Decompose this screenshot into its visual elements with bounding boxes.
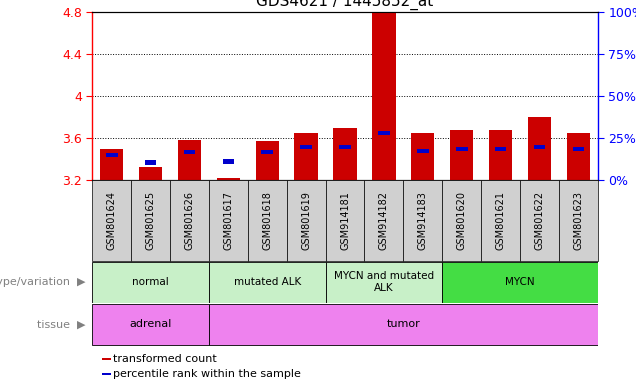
Text: GSM801620: GSM801620: [457, 191, 467, 250]
Text: genotype/variation  ▶: genotype/variation ▶: [0, 277, 86, 287]
Bar: [456, 147, 467, 151]
Bar: [294, 133, 318, 180]
Bar: [102, 373, 111, 375]
FancyBboxPatch shape: [131, 180, 170, 261]
Bar: [102, 358, 111, 360]
Bar: [372, 12, 396, 180]
Bar: [417, 149, 429, 153]
Bar: [217, 178, 240, 180]
Bar: [528, 117, 551, 180]
FancyBboxPatch shape: [287, 180, 326, 261]
Bar: [333, 127, 357, 180]
Text: GSM801619: GSM801619: [301, 191, 311, 250]
FancyBboxPatch shape: [520, 180, 559, 261]
Bar: [139, 167, 162, 180]
Text: GSM914181: GSM914181: [340, 191, 350, 250]
Text: GSM801624: GSM801624: [107, 191, 116, 250]
FancyBboxPatch shape: [209, 180, 248, 261]
Bar: [300, 144, 312, 149]
FancyBboxPatch shape: [442, 262, 598, 303]
Bar: [178, 140, 201, 180]
FancyBboxPatch shape: [442, 180, 481, 261]
FancyBboxPatch shape: [559, 180, 598, 261]
FancyBboxPatch shape: [92, 180, 131, 261]
Bar: [534, 144, 545, 149]
Bar: [489, 130, 512, 180]
Text: MYCN and mutated
ALK: MYCN and mutated ALK: [334, 271, 434, 293]
FancyBboxPatch shape: [170, 180, 209, 261]
FancyBboxPatch shape: [248, 180, 287, 261]
Text: tumor: tumor: [387, 319, 420, 329]
Bar: [106, 153, 118, 157]
FancyBboxPatch shape: [326, 262, 442, 303]
FancyBboxPatch shape: [209, 262, 326, 303]
Text: GSM801621: GSM801621: [495, 191, 506, 250]
Text: GSM801617: GSM801617: [223, 191, 233, 250]
Text: GSM801622: GSM801622: [534, 191, 544, 250]
Bar: [567, 133, 590, 180]
Text: mutated ALK: mutated ALK: [233, 277, 301, 287]
Text: GSM801625: GSM801625: [146, 191, 156, 250]
Bar: [184, 150, 195, 154]
Bar: [256, 141, 279, 180]
Text: GSM801623: GSM801623: [574, 191, 583, 250]
FancyBboxPatch shape: [481, 180, 520, 261]
Text: MYCN: MYCN: [505, 277, 535, 287]
Bar: [572, 147, 584, 151]
Text: GSM801626: GSM801626: [184, 191, 195, 250]
Text: GSM914183: GSM914183: [418, 191, 428, 250]
FancyBboxPatch shape: [209, 304, 598, 345]
FancyBboxPatch shape: [364, 180, 403, 261]
Text: transformed count: transformed count: [113, 354, 217, 364]
FancyBboxPatch shape: [92, 304, 209, 345]
Bar: [223, 159, 234, 164]
Text: percentile rank within the sample: percentile rank within the sample: [113, 369, 301, 379]
Bar: [339, 144, 351, 149]
Bar: [100, 149, 123, 180]
Bar: [145, 161, 156, 165]
Text: normal: normal: [132, 277, 169, 287]
FancyBboxPatch shape: [92, 262, 209, 303]
Title: GDS4621 / 1445852_at: GDS4621 / 1445852_at: [256, 0, 434, 10]
Text: GSM801618: GSM801618: [262, 191, 272, 250]
Bar: [378, 131, 390, 135]
Bar: [495, 147, 506, 151]
Text: adrenal: adrenal: [129, 319, 172, 329]
FancyBboxPatch shape: [403, 180, 442, 261]
Bar: [261, 150, 273, 154]
Bar: [411, 133, 434, 180]
Text: GSM914182: GSM914182: [379, 191, 389, 250]
Bar: [450, 130, 473, 180]
FancyBboxPatch shape: [326, 180, 364, 261]
Text: tissue  ▶: tissue ▶: [38, 319, 86, 329]
